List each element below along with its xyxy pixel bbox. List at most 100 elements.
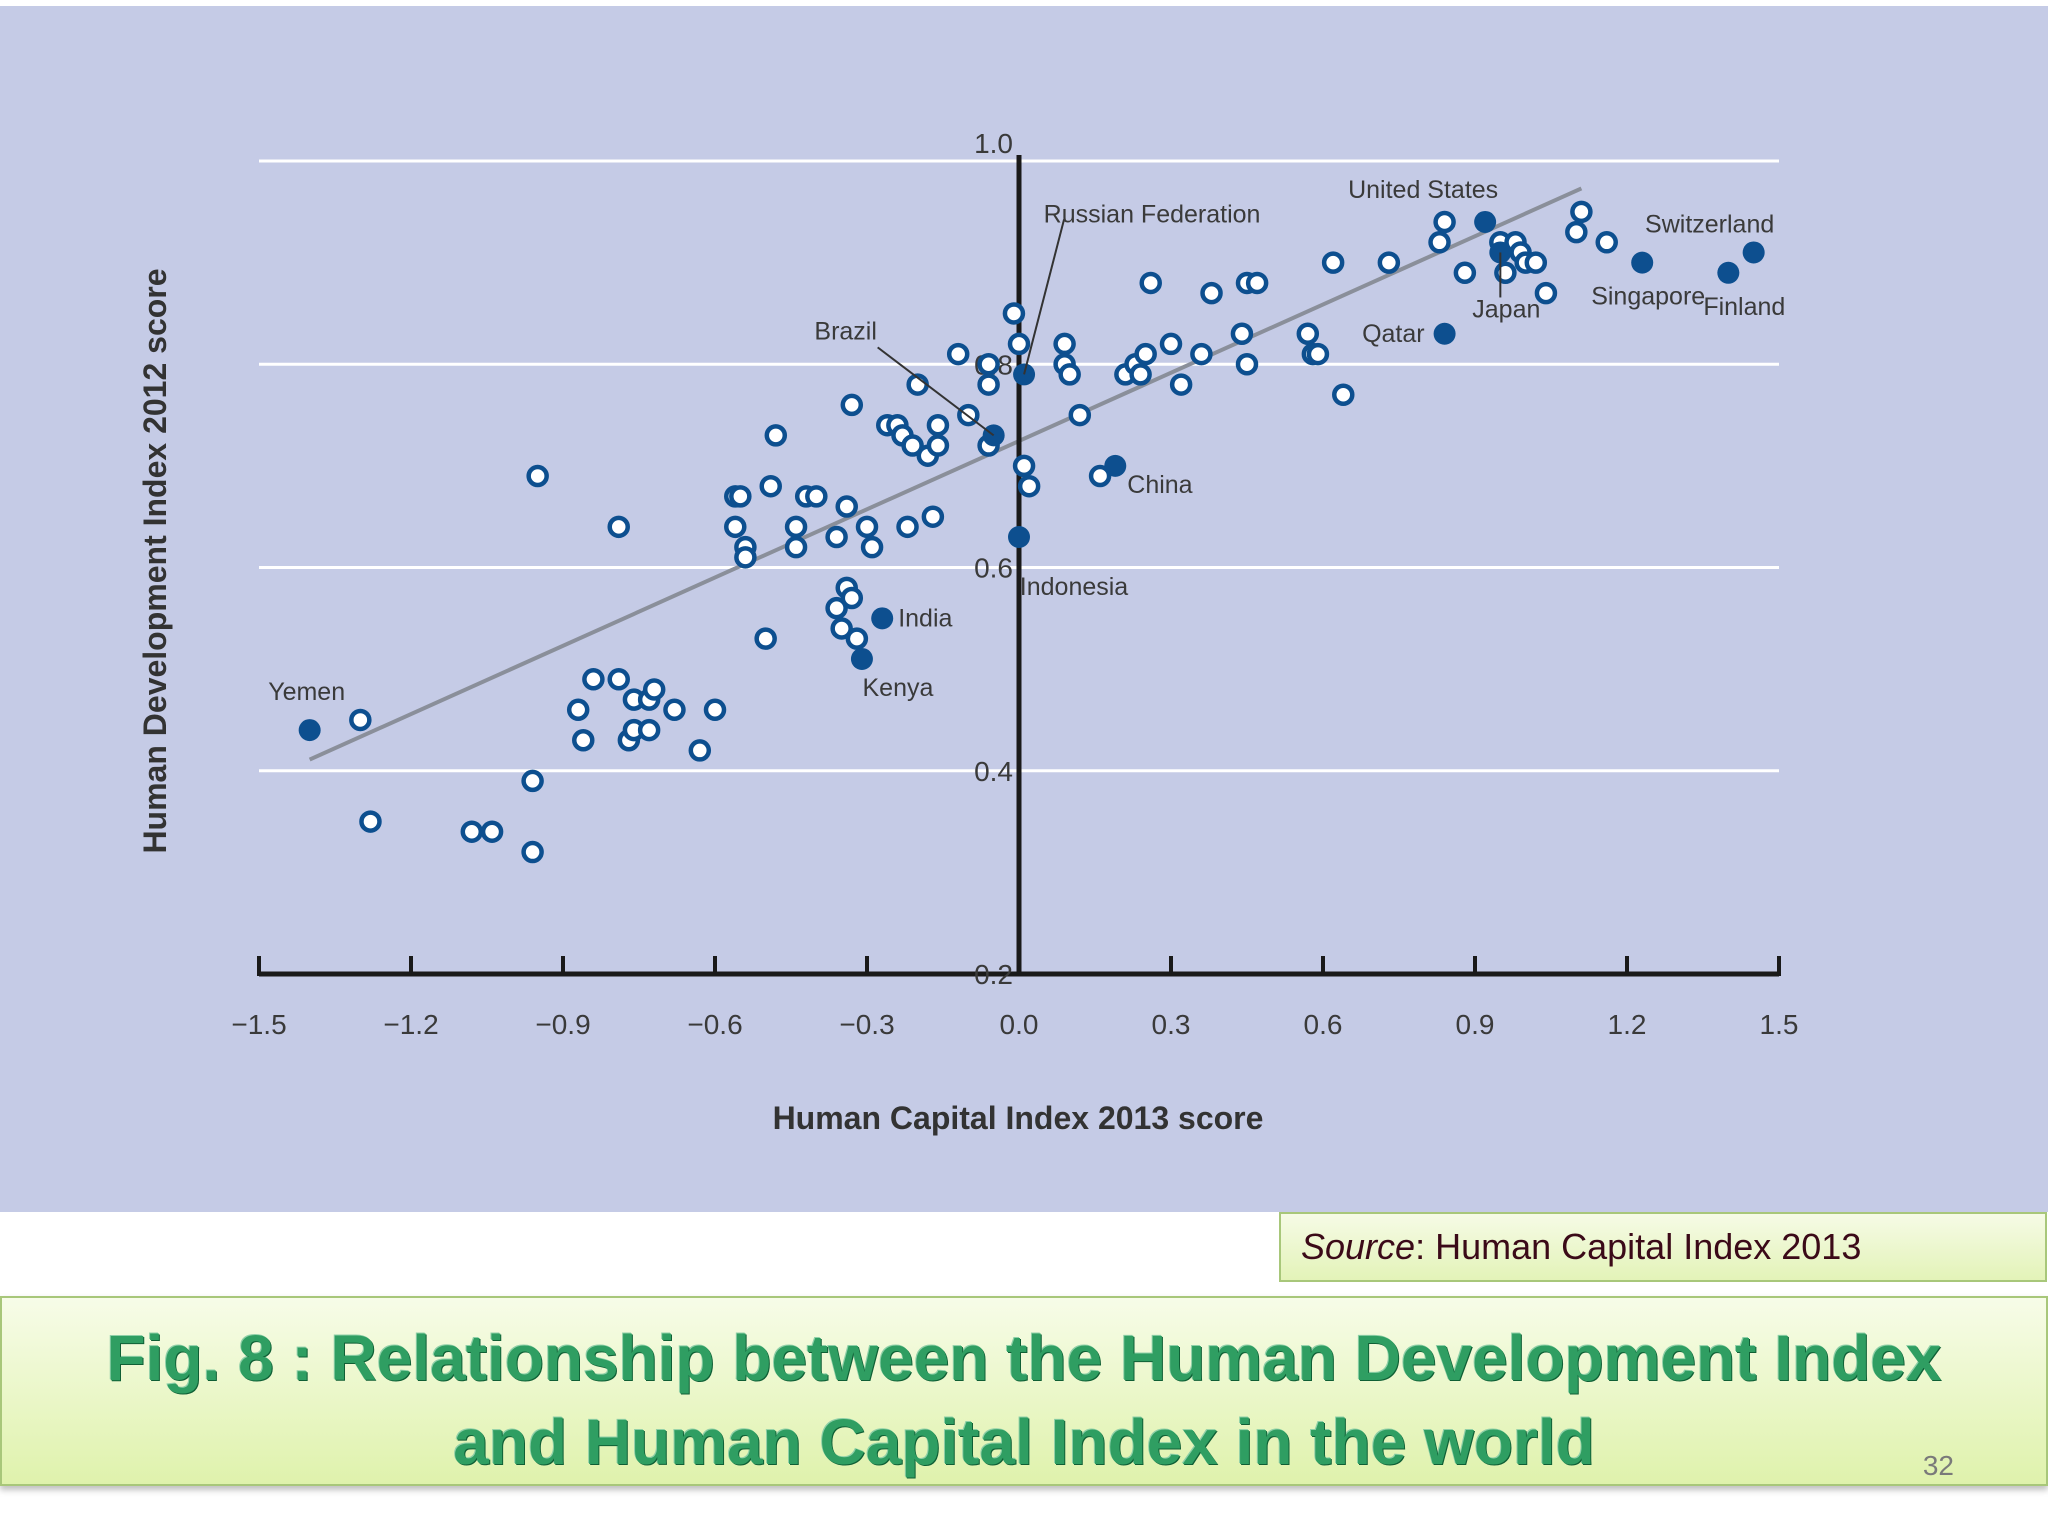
data-point [1524,251,1548,274]
x-tick-label: 0.0 [1000,1009,1039,1040]
data-point [1245,271,1269,295]
data-point [1494,261,1517,285]
data-point [926,434,950,457]
data-point [526,464,549,488]
x-tick-label: 0.3 [1152,1009,1191,1040]
data-point [637,718,661,742]
data-point [1235,353,1259,376]
source-text: : Human Capital Index 2013 [1415,1226,1862,1267]
y-tick-label: 0.4 [974,756,1013,787]
x-tick-label: −0.6 [687,1009,742,1040]
data-point-yemen [298,719,321,742]
x-tick-label: −0.3 [839,1009,894,1040]
data-point-qatar [1433,322,1456,345]
x-tick-label: −0.9 [535,1009,590,1040]
x-tick-label: 1.5 [1760,1009,1799,1040]
country-label-qatar: Qatar [1362,320,1425,348]
data-point [1159,332,1183,356]
data-point [977,373,1000,396]
data-point [460,820,484,843]
y-axis-title: Human Development Index 2012 score [137,268,173,853]
data-point [977,353,1000,376]
data-point [926,413,950,437]
trend-line [308,186,1583,762]
y-tick-label: 0.2 [974,959,1013,990]
data-point [825,596,848,620]
data-point [1088,464,1112,488]
data-point [896,515,919,539]
data-point [1139,271,1162,295]
data-point-kenya [850,647,873,670]
data-point [663,698,686,722]
data-point [825,525,848,549]
data-points [298,200,1765,864]
data-point [784,535,808,559]
data-point [860,535,884,559]
data-point [607,515,630,539]
data-point [521,840,544,864]
data-point [1230,322,1254,346]
data-point [1017,474,1041,498]
chart-panel: −1.5 −1.2 −0.9 −0.6 −0.3 0.0 0.3 0.6 0.9 1.2 1.5 0.… [0,6,2048,1212]
data-point [1200,281,1223,305]
data-point [1068,403,1092,427]
data-point-indonesia [1008,526,1030,549]
source-note: Source: Human Capital Index 2013 [1279,1212,2047,1282]
country-label-indonesia: Indonesia [1020,573,1129,601]
data-point [1453,261,1477,285]
data-point [840,586,864,610]
data-point [1306,342,1330,366]
x-tick-label: −1.5 [231,1009,286,1040]
axes: −1.5 −1.2 −0.9 −0.6 −0.3 0.0 0.3 0.6 0.9 1.2 1.5 0.… [231,128,1798,1040]
data-point [1565,220,1588,244]
x-tick-label: 0.9 [1456,1009,1495,1040]
country-label-yemen: Yemen [268,678,345,706]
data-point [855,515,879,539]
data-point [734,546,757,569]
data-point [688,739,712,762]
data-point [1296,322,1320,346]
data-point [764,424,788,447]
data-point [1058,363,1081,386]
figure-title-banner: Fig. 8 : Relationship between the Human … [0,1296,2048,1486]
data-point [349,708,372,732]
data-point [784,515,808,539]
label-leader-line [877,346,995,437]
data-point [1002,302,1026,325]
data-point [703,698,727,722]
data-point [805,485,828,508]
country-label-china: China [1127,471,1192,499]
source-prefix: Source [1301,1226,1416,1267]
data-point [830,617,853,640]
data-point [921,505,945,528]
country-label-finland: Finland [1703,293,1785,321]
data-point-united-states [1474,210,1497,233]
data-point [1169,373,1193,396]
country-label-united-states: United States [1348,176,1498,204]
data-point [901,434,924,457]
label-leader-line [1023,219,1066,375]
country-labels: Yemen Kenya India Brazil Indonesia Russian Fe… [268,176,1785,706]
y-tick-label: 0.6 [974,553,1013,584]
data-point [359,810,382,833]
data-point [724,515,747,539]
data-point [754,627,777,650]
data-point-switzerland [1742,241,1765,264]
data-point [642,678,666,701]
figure-title: Fig. 8 : Relationship between the Human … [106,1322,1942,1478]
data-point [1332,383,1355,406]
page-number: 32 [1922,1450,1954,1481]
data-point [946,342,970,366]
data-point [759,474,782,498]
y-tick-label: 1.0 [974,128,1013,159]
data-point [1570,200,1593,224]
data-point [1321,251,1345,274]
country-label-switzerland: Switzerland [1645,210,1774,238]
data-point [1129,363,1152,386]
x-tick-label: −1.2 [383,1009,438,1040]
data-point [840,393,864,417]
data-point [729,485,752,508]
country-label-kenya: Kenya [862,674,933,702]
x-axis-title: Human Capital Index 2013 score [773,1100,1264,1136]
data-point [1377,251,1401,274]
